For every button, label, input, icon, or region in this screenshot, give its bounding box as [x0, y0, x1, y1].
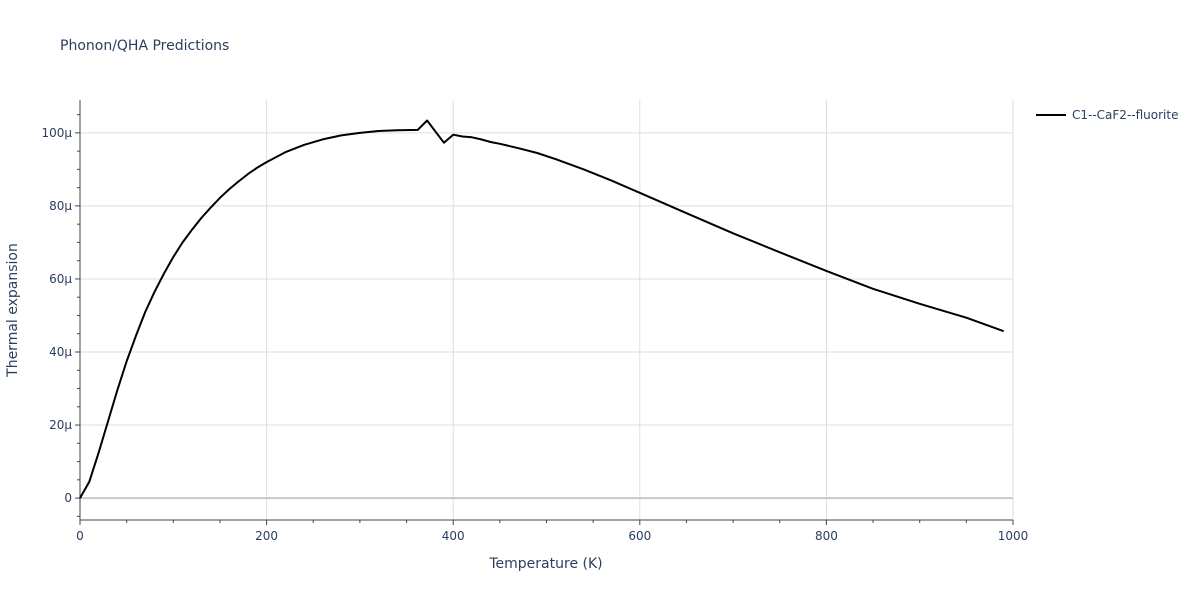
y-tick-label: 0 — [64, 491, 72, 505]
x-tick-label: 200 — [255, 529, 278, 543]
legend[interactable]: C1--CaF2--fluorite — [1036, 108, 1178, 122]
y-tick-label: 60μ — [49, 272, 72, 286]
chart-title: Phonon/QHA Predictions — [60, 38, 229, 54]
y-tick-label: 100μ — [41, 126, 72, 140]
x-axis-title: Temperature (K) — [488, 556, 602, 572]
y-tick-label: 20μ — [49, 418, 72, 432]
grid-lines — [80, 100, 1014, 520]
y-tick-label: 40μ — [49, 345, 72, 359]
x-tick-label: 1000 — [998, 529, 1029, 543]
x-tick-label: 400 — [442, 529, 465, 543]
x-tick-label: 600 — [628, 529, 651, 543]
legend-label: C1--CaF2--fluorite — [1072, 108, 1178, 122]
series-lines — [79, 119, 1005, 499]
tick-labels: 0 200 400 600 800 1000 0 20μ 40μ 60μ 80μ 100μ — [41, 126, 1028, 543]
y-tick-label: 80μ — [49, 199, 72, 213]
y-axis-title: Thermal expansion — [5, 243, 21, 378]
x-tick-label: 800 — [815, 529, 838, 543]
series-line — [79, 119, 1005, 499]
axes — [75, 100, 1014, 525]
x-tick-label: 0 — [76, 529, 84, 543]
